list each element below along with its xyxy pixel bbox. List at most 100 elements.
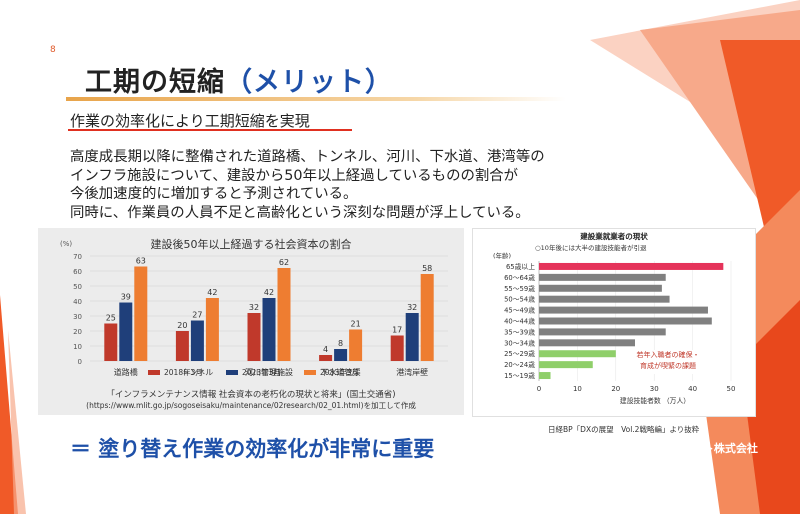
title-accent: （メリット） [225,67,393,98]
bar [134,266,148,361]
category-label: 65歳以上 [506,262,535,271]
bar [539,372,551,380]
category-label: 15〜19歳 [504,371,535,380]
data-label: 21 [351,320,361,329]
legend-swatch [226,370,238,375]
y-tick-label: 50 [73,283,82,291]
x-axis-label: 建設技能者数 （万人） [620,396,690,405]
bar [262,298,276,361]
chart2-annotation: 若年入職者の確保・ 育成が喫緊の課題 [623,350,713,374]
data-label: 25 [106,314,116,323]
bar [319,355,333,361]
bar [539,350,616,358]
bar [420,274,434,361]
left-decoration [0,295,26,514]
legend-label: 2023年3月 [242,367,281,377]
data-label: 20 [177,321,187,330]
bar [539,339,635,347]
subtitle-underline [68,129,352,131]
bar [104,323,118,361]
category-label: 道路橋 [114,367,138,377]
chart2-title: 建設業就業者の現状 [580,232,648,241]
subtitle: 作業の効率化により工期短縮を実現 [70,112,310,130]
conclusion-text: ＝ 塗り替え作業の効率化が非常に重要 [70,437,435,461]
bar [119,302,133,361]
body-line: インフラ施設について、建設から50年以上経過しているものの割合が [70,167,519,184]
category-label: 下水道管渠 [321,367,361,377]
category-label: 60〜64歳 [504,273,535,282]
annotation-line: 育成が喫緊の課題 [640,362,696,370]
data-label: 17 [392,326,402,335]
data-label: 63 [136,257,146,266]
bar [334,349,348,361]
legend-label: 2033年3月 [320,367,359,377]
bar [277,268,291,361]
legend-label: 2018年3月 [164,367,203,377]
x-tick-label: 10 [573,385,582,393]
category-label: 20〜24歳 [504,360,535,369]
x-tick-label: 50 [727,385,736,393]
bar [539,273,666,281]
page-number: 8 [50,45,56,55]
bar [175,331,189,361]
annotation-line: 若年入職者の確保・ [636,351,700,359]
category-label: トンネル [181,368,213,377]
bar [539,262,724,270]
y-tick-label: 70 [73,253,82,261]
bar [247,313,261,361]
chart1-caption-line1: 「インフラメンテナンス情報 社会資本の老朽化の現状と将来」(国土交通省) [106,390,396,400]
body-line: 今後加速度的に増加すると予測されている。 [70,186,358,202]
x-tick-label: 30 [650,385,659,393]
chart2-subtitle: ○10年後には大半の建設技能者が引退 [535,244,647,252]
data-label: 32 [249,303,259,312]
category-label: 45〜49歳 [504,306,535,315]
data-label: 62 [279,258,289,267]
construction-workers-chart: 建設業就業者の現状 ○10年後には大半の建設技能者が引退 (年齢) 0 10 20 30… [472,228,756,417]
data-label: 32 [407,303,417,312]
aging-infrastructure-chart: 建設後50年以上経過する社会資本の割合 (%) 0 10 20 30 40 50 60 70 2… [38,228,464,415]
data-label: 39 [121,293,131,302]
data-label: 42 [264,288,274,297]
bar [539,306,708,314]
data-label: 58 [422,264,432,273]
chart1-title: 建設後50年以上経過する社会資本の割合 [150,238,352,251]
bar [539,361,593,369]
body-text: 高度成長期以降に整備された道路橋、トンネル、河川、下水道、港湾等の インフラ施設… [70,148,670,222]
y-tick-label: 0 [78,358,82,366]
chart1-caption-line2: (https://www.mlit.go.jp/sogoseisaku/main… [86,401,416,410]
bar [390,335,404,361]
logo-mark-icon [608,441,622,455]
category-label: 55〜59歳 [504,284,535,293]
data-label: 42 [207,288,217,297]
category-label: 35〜39歳 [504,327,535,336]
chart2-plot: (年齢) 0 10 20 30 40 50 65歳以上 60〜64歳 55〜59歳 50〜54歳 45… [493,251,736,405]
x-tick-label: 0 [537,385,541,393]
y-tick-label: 20 [73,328,82,336]
chart1-unit: (%) [60,240,73,248]
company-name: アルファペイント株式会社 [626,442,758,455]
body-line: 高度成長期以降に整備された道路橋、トンネル、河川、下水道、港湾等の [70,149,545,165]
category-label: 40〜44歳 [504,316,535,325]
legend-swatch [304,370,316,375]
x-tick-label: 20 [611,385,620,393]
category-label: 河川管理施設 [245,367,293,377]
legend-swatch [148,370,160,375]
data-label: 8 [338,339,343,348]
bar [405,313,419,361]
title-main: 工期の短縮 [85,67,225,98]
bar [349,329,363,361]
y-axis-label: (年齢) [493,251,511,260]
bar [539,295,670,303]
category-label: 25〜29歳 [504,349,535,358]
company-logo: アルファペイント株式会社 [608,440,758,456]
y-tick-label: 10 [73,343,82,351]
bar [205,298,219,361]
category-label: 30〜34歳 [504,338,535,347]
category-label: 50〜54歳 [504,295,535,304]
category-label: 港湾岸壁 [396,367,428,377]
page-title: 工期の短縮（メリット） [85,60,393,99]
body-line: 同時に、作業員の人員不足と高齢化という深刻な問題が浮上している。 [70,204,530,221]
y-tick-label: 60 [73,268,82,276]
y-tick-label: 40 [73,298,82,306]
